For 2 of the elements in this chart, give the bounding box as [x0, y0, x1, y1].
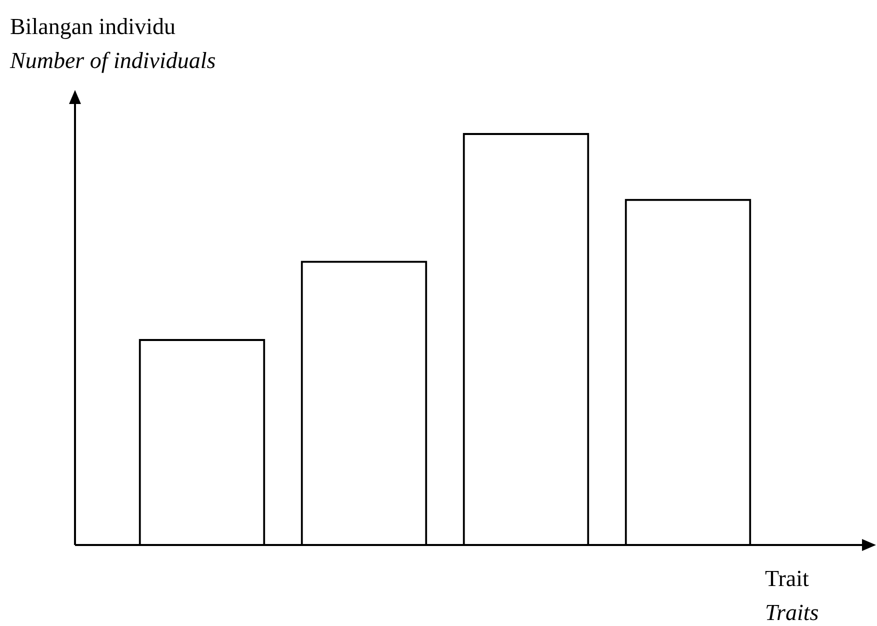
y-axis-title: Bilangan individu Number of individuals [10, 14, 216, 73]
x-axis-title: Trait Traits [765, 566, 819, 625]
